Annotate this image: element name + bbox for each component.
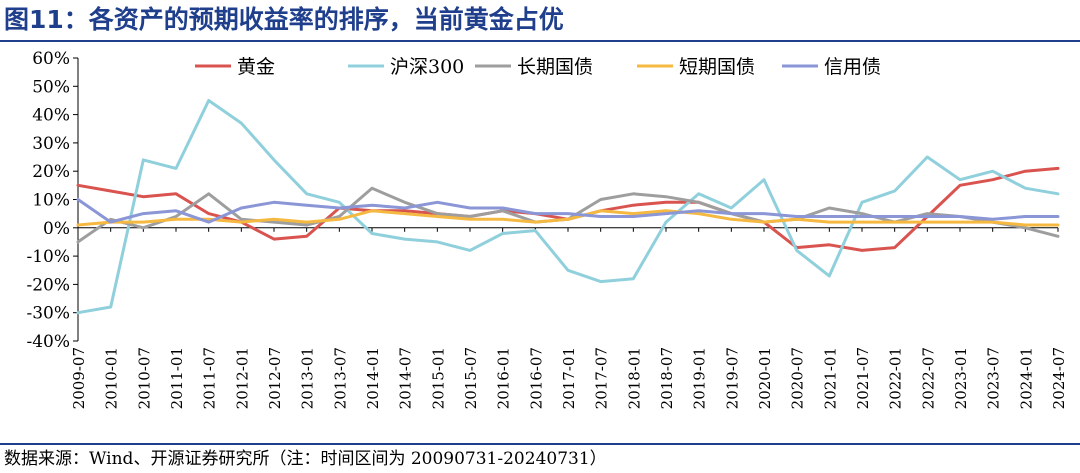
x-tick-label: 2010-07 <box>135 347 153 409</box>
x-tick-label: 2014-07 <box>397 347 415 409</box>
title-divider <box>0 40 1080 42</box>
x-tick-label: 2020-01 <box>756 347 774 409</box>
x-tick-label: 2015-01 <box>429 347 447 409</box>
x-tick-label: 2018-01 <box>625 347 643 409</box>
series-line <box>76 209 1060 227</box>
y-tick-label: 30% <box>32 134 70 154</box>
x-tick-label: 2017-07 <box>593 347 611 409</box>
x-tick-label: 2011-01 <box>168 347 186 409</box>
y-tick-label: 60% <box>32 49 70 69</box>
x-tick-label: 2017-01 <box>560 347 578 409</box>
x-tick-label: 2020-07 <box>789 347 807 409</box>
x-tick-label: 2021-07 <box>854 347 872 409</box>
x-tick-label: 2016-01 <box>495 347 513 409</box>
x-tick-label: 2019-01 <box>691 347 709 409</box>
x-tick-label: 2011-07 <box>201 347 219 409</box>
y-tick-label: 10% <box>32 191 70 211</box>
x-tick-label: 2010-01 <box>103 347 121 409</box>
y-tick-label: 0% <box>43 219 70 239</box>
figure-title: 图11：各资产的预期收益率的排序，当前黄金占优 <box>4 5 564 34</box>
line-chart: -40% -30% -20% -10% 0% 10% 20% 30% 40% 50% 60% 200… <box>26 49 1068 409</box>
x-tick-label: 2022-07 <box>919 347 937 409</box>
x-tick-label: 2015-07 <box>462 347 480 409</box>
x-tick-label: 2012-01 <box>233 347 251 409</box>
x-tick-label: 2019-07 <box>723 347 741 409</box>
x-tick-label: 2018-07 <box>658 347 676 409</box>
legend-label: 长期国债 <box>517 56 593 78</box>
series-lines <box>76 99 1060 315</box>
x-tick-label: 2024-01 <box>1017 347 1035 409</box>
legend-label: 黄金 <box>237 56 275 78</box>
x-tick-label: 2021-01 <box>821 347 839 409</box>
legend-label: 短期国债 <box>679 56 755 78</box>
x-tick-label: 2013-07 <box>331 347 349 409</box>
x-tick-label: 2022-01 <box>887 347 905 409</box>
y-tick-label: -40% <box>26 332 70 352</box>
x-tick-label: 2023-01 <box>952 347 970 409</box>
series-line <box>76 166 1060 252</box>
legend-label: 信用债 <box>824 56 881 78</box>
x-tick-label: 2014-01 <box>364 347 382 409</box>
y-tick-label: -30% <box>26 304 70 324</box>
y-tick-label: -10% <box>26 247 70 267</box>
y-tick-label: 40% <box>32 106 70 126</box>
x-tick-label: 2009-07 <box>70 347 88 409</box>
footer-divider <box>0 443 1080 445</box>
series-line <box>76 99 1060 315</box>
source-note: 数据来源：Wind、开源证券研究所（注：时间区间为 20090731-20240… <box>4 449 607 469</box>
y-tick-label: 50% <box>32 77 70 97</box>
x-tick-label: 2023-07 <box>985 347 1003 409</box>
x-tick-label: 2013-01 <box>299 347 317 409</box>
y-axis: -40% -30% -20% -10% 0% 10% 20% 30% 40% 50% 60% <box>26 49 79 352</box>
x-tick-label: 2012-07 <box>266 347 284 409</box>
legend: 黄金 沪深300 长期国债 短期国债 信用债 <box>195 56 881 78</box>
y-tick-label: 20% <box>32 162 70 182</box>
x-tick-label: 2016-07 <box>527 347 545 409</box>
y-tick-label: -20% <box>26 275 70 295</box>
series-line <box>76 198 1060 224</box>
legend-label: 沪深300 <box>390 56 464 78</box>
x-tick-label: 2024-07 <box>1050 347 1068 409</box>
x-axis: 2009-07 2010-01 2010-07 2011-01 2011-07 2012-… <box>70 227 1068 409</box>
